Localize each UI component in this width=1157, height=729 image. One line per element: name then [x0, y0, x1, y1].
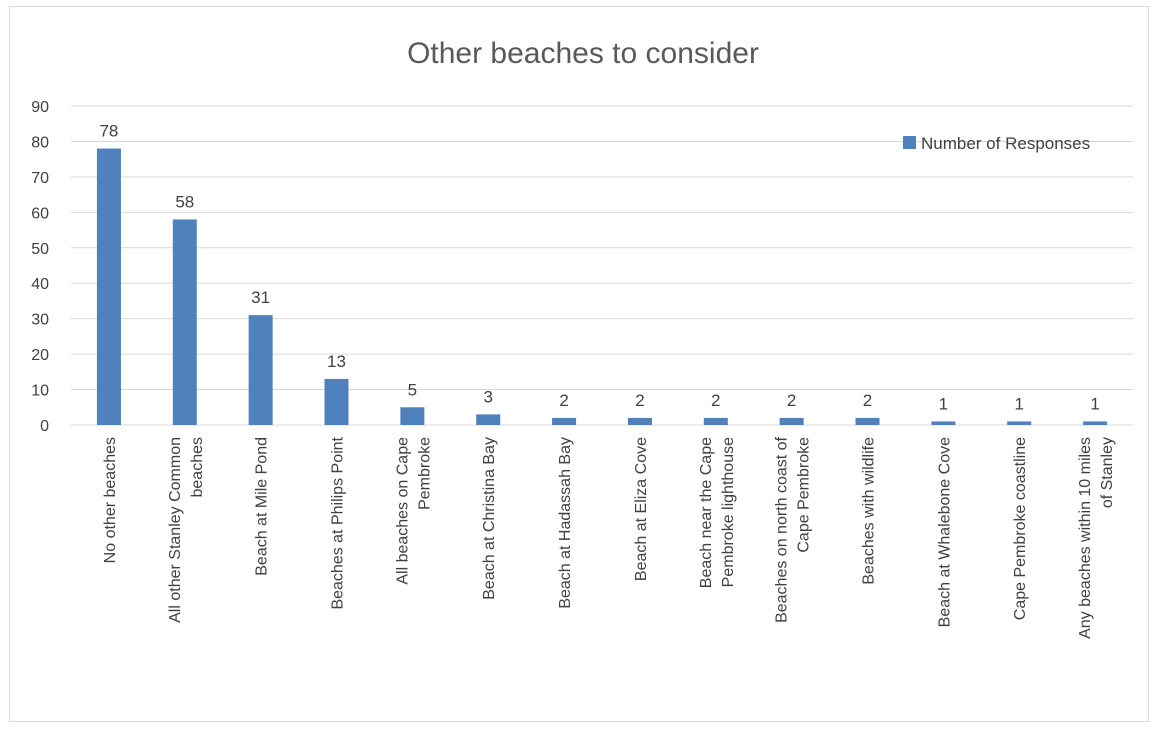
data-label: 2 [635, 391, 644, 410]
bar [931, 421, 956, 425]
category-label: All beaches on Cape Pembroke [394, 437, 433, 585]
bar [96, 148, 121, 426]
data-label: 5 [408, 380, 417, 399]
category-label-line: No other beaches [102, 437, 119, 563]
category-label-line: Any beaches within 10 miles [1077, 437, 1094, 639]
category-label-line: All beaches on Cape [394, 437, 411, 585]
category-label-line: Beaches on north coast of [774, 436, 791, 622]
bar [476, 414, 501, 425]
y-axis-tick-labels: 0 10 20 30 40 50 60 70 80 90 [31, 99, 49, 435]
bar [324, 378, 349, 425]
data-label: 58 [175, 192, 194, 211]
y-tick-label: 60 [31, 205, 49, 222]
data-labels: 78 58 31 13 5 3 2 2 2 2 2 1 1 1 [99, 122, 1099, 414]
category-label: All other Stanley Common beaches [167, 437, 206, 623]
bar [1083, 421, 1108, 425]
category-label: Cape Pembroke coastline [1012, 437, 1029, 620]
data-label: 2 [863, 391, 872, 410]
data-label: 78 [99, 122, 118, 141]
data-label: 31 [251, 288, 270, 307]
bar [779, 417, 804, 425]
category-label-line: beaches [189, 437, 206, 498]
y-tick-label: 40 [31, 276, 49, 293]
category-label-line: Beach at Christina Bay [481, 437, 498, 600]
bar [627, 417, 652, 425]
data-label: 1 [1090, 394, 1099, 413]
bar [400, 407, 425, 425]
data-label: 1 [1014, 394, 1023, 413]
category-label: Beach at Whalebone Cove [936, 437, 953, 627]
category-label: Beach at Christina Bay [481, 437, 498, 600]
category-label-line: Beach at Hadassah Bay [557, 437, 574, 609]
data-label: 2 [559, 391, 568, 410]
y-tick-label: 50 [31, 241, 49, 258]
category-label: Beach near the Cape Pembroke lighthouse [698, 437, 737, 588]
category-label-line: of Stanley [1099, 437, 1116, 508]
bar [1007, 421, 1032, 425]
y-tick-label: 30 [31, 312, 49, 329]
y-tick-label: 10 [31, 383, 49, 400]
bar [703, 417, 728, 425]
y-tick-label: 80 [31, 134, 49, 151]
category-label: Beaches on north coast of Cape Pembroke [774, 436, 813, 622]
data-label: 3 [483, 387, 492, 406]
gridlines [71, 105, 1133, 426]
data-label: 2 [787, 391, 796, 410]
category-label-line: Pembroke [416, 437, 433, 510]
legend-swatch [903, 136, 916, 149]
category-label: Beaches with wildlife [861, 437, 878, 585]
category-label: Beaches at Philips Point [330, 436, 347, 609]
category-label-line: Cape Pembroke [796, 437, 813, 553]
category-label: No other beaches [102, 437, 119, 563]
legend-label: Number of Responses [921, 134, 1090, 153]
category-label: Beach at Eliza Cove [633, 437, 650, 581]
category-label-line: Beach at Whalebone Cove [936, 437, 953, 627]
bar [248, 315, 273, 425]
category-label-line: Beach near the Cape [698, 437, 715, 588]
category-label-line: Beach at Mile Pond [254, 437, 271, 576]
bar [172, 219, 197, 425]
category-labels: No other beaches All other Stanley Common… [102, 436, 1116, 638]
bar [855, 417, 880, 425]
legend: Number of Responses [903, 134, 1090, 153]
bar [552, 417, 577, 425]
chart-title: Other beaches to consider [407, 37, 759, 70]
category-label: Any beaches within 10 miles of Stanley [1077, 437, 1116, 639]
y-tick-label: 20 [31, 347, 49, 364]
category-label-line: Cape Pembroke coastline [1012, 437, 1029, 620]
data-label: 2 [711, 391, 720, 410]
category-label-line: Pembroke lighthouse [720, 437, 737, 587]
y-tick-label: 70 [31, 170, 49, 187]
data-label: 1 [939, 394, 948, 413]
category-label: Beach at Hadassah Bay [557, 437, 574, 609]
category-label-line: All other Stanley Common [167, 437, 184, 623]
y-tick-label: 90 [31, 99, 49, 116]
bars [96, 148, 1108, 426]
data-label: 13 [327, 352, 346, 371]
category-label-line: Beach at Eliza Cove [633, 437, 650, 581]
category-label-line: Beaches at Philips Point [330, 436, 347, 609]
chart-frame [9, 6, 1149, 722]
category-label: Beach at Mile Pond [254, 437, 271, 576]
y-tick-label: 0 [40, 418, 49, 435]
category-label-line: Beaches with wildlife [861, 437, 878, 585]
